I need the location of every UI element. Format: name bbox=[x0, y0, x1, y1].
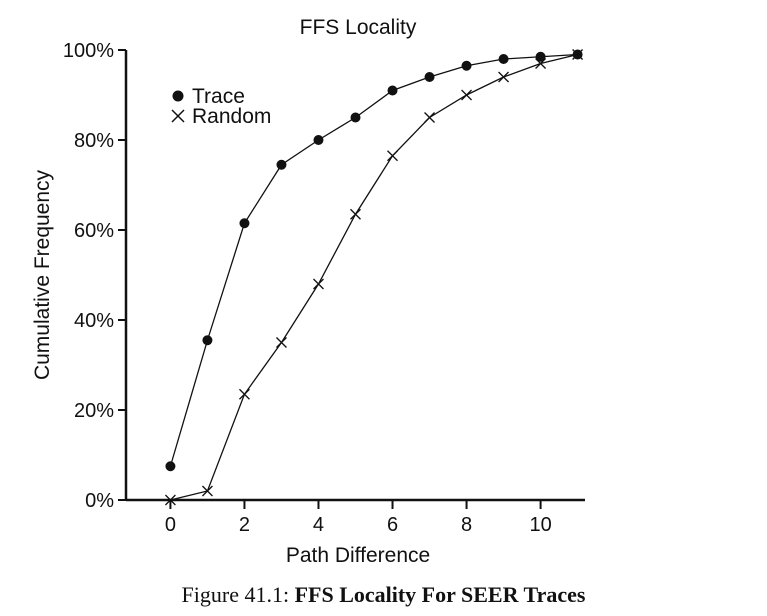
point-trace bbox=[387, 85, 398, 96]
y-tick-label: 80% bbox=[74, 130, 114, 152]
y-tick-label: 100% bbox=[63, 40, 114, 62]
legend-random-marker bbox=[171, 109, 185, 123]
x-axis-label: Path Difference bbox=[286, 544, 430, 567]
point-trace bbox=[424, 72, 435, 82]
point-random bbox=[424, 112, 435, 123]
point-trace bbox=[498, 54, 509, 64]
x-tick-label: 0 bbox=[165, 514, 176, 536]
point-random bbox=[572, 49, 584, 60]
point-random bbox=[535, 58, 547, 69]
point-trace bbox=[535, 51, 546, 62]
y-tick-label: 20% bbox=[74, 400, 114, 422]
legend-random-label: Random bbox=[192, 105, 271, 128]
point-random bbox=[313, 278, 324, 290]
point-trace bbox=[276, 159, 287, 170]
x-tick-label: 10 bbox=[529, 514, 551, 536]
point-trace bbox=[350, 112, 361, 123]
point-trace bbox=[313, 135, 324, 145]
legend: Trace Random bbox=[171, 85, 271, 128]
point-random bbox=[238, 388, 250, 400]
y-tick-label: 60% bbox=[74, 220, 114, 242]
point-random bbox=[387, 150, 398, 162]
point-random bbox=[164, 494, 176, 506]
y-ticks: 0% 20% 40% 60% 80% 100% bbox=[63, 40, 126, 512]
legend-trace-marker bbox=[172, 90, 184, 102]
x-tick-label: 4 bbox=[313, 514, 324, 536]
x-tick-label: 8 bbox=[461, 514, 472, 536]
point-random bbox=[498, 71, 510, 83]
ffs-locality-chart: FFS Locality 0%20%40%60%80%100% 0 2 4 6 8 10 … bbox=[31, 16, 585, 567]
point-random bbox=[201, 485, 213, 497]
series-line-trace bbox=[169, 53, 578, 467]
figure-caption: Figure 41.1: FFS Locality For SEER Trace… bbox=[0, 582, 767, 608]
y-axis-label: Cumulative Frequency bbox=[31, 169, 54, 380]
y-tick-label: 0% bbox=[85, 490, 114, 512]
series-line-random bbox=[170, 53, 578, 501]
point-trace bbox=[165, 461, 176, 472]
point-random bbox=[350, 208, 361, 220]
x-tick-label: 2 bbox=[239, 514, 250, 536]
caption-title: FFS Locality For SEER Traces bbox=[294, 582, 586, 607]
point-trace bbox=[239, 218, 250, 229]
legend-trace-label: Trace bbox=[192, 85, 245, 108]
caption-prefix: Figure 41.1: bbox=[181, 582, 290, 607]
x-tick-label: 6 bbox=[387, 514, 398, 536]
x-ticks: 0 2 4 6 8 10 bbox=[165, 500, 552, 536]
series-layer bbox=[164, 49, 584, 506]
y-tick-label: 40% bbox=[74, 310, 114, 332]
point-random bbox=[461, 89, 473, 101]
point-random bbox=[276, 337, 287, 348]
point-trace bbox=[461, 60, 472, 71]
chart-title: FFS Locality bbox=[300, 16, 417, 39]
point-trace bbox=[202, 335, 213, 346]
